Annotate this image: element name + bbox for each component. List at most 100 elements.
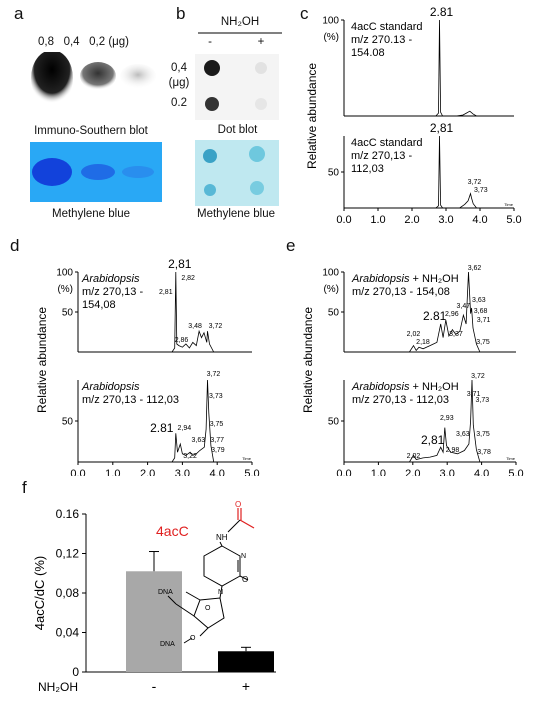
peak-label: 2,02 [407,453,421,460]
annotation-line: Arabidopsis [81,273,140,285]
annotation-line: Arabidopsis [81,381,140,393]
immuno-southern-caption: Immuno-Southern blot [34,125,148,137]
y-tick-label: 100 [322,268,339,279]
ring-n3: N [241,553,246,560]
ring-o2: O [242,575,248,584]
peak-label: 3,63 [456,431,470,438]
peak-label: 3,22 [183,453,197,460]
acetyl-oxygen: O [235,500,241,509]
y-axis-label: Relative abundance [301,307,315,413]
y-tick-label: 0,04 [56,626,80,640]
time-label: Time [242,456,252,461]
y-tick-label: 0 [72,665,79,679]
x-tick-label: 5.0 [244,468,259,476]
dot-blot-caption: Dot blot [217,124,258,136]
chromatogram-trace [344,271,516,353]
immuno-southern-blot-image [30,52,162,118]
x-tick-label: 4,0 [474,468,489,476]
gel-amounts-label: 0,8 0,4 0,2 (μg) [38,36,130,48]
peak-label: 3,47 [457,303,471,310]
panel-letter-c: c [300,4,309,23]
annotation-line: m/z 270,13 - [82,286,143,298]
chromatogram-trace [344,379,516,463]
x-tick-label: 0.0 [336,214,351,226]
bar [218,651,274,672]
x-tick-label: 4.0 [210,468,225,476]
peak-label: 3,75 [210,421,224,428]
panel-letter-b: b [176,4,186,23]
x-tick-label: 4.0 [472,214,487,226]
x-tick-label: 3,0 [440,468,455,476]
peak-label: 2.81 [150,421,174,435]
peak-label: 3,72 [468,179,482,186]
peak-label: 3,75 [476,431,490,438]
chromatogram-trace [344,135,514,209]
subplot-e-bottom: 50 0,0 1,0 2,0 3,0 4,0 5,0 Time Arabidopsis + NH… [328,373,524,476]
annotation-line: 4acC standard [351,21,423,33]
4acc-label: 4acC [156,523,189,539]
peak-label: 3,48 [188,323,202,330]
panel-letter-d: d [10,236,20,255]
x-tick-label: 2,0 [405,468,420,476]
methylene-blue-caption-a: Methylene blue [52,208,130,220]
peak-label: 3,63 [472,297,486,304]
peak-label: 2,02 [407,331,421,338]
y-unit-label: (%) [323,32,339,43]
peak-label: 2.81 [423,309,447,323]
category-label: - [152,678,157,694]
peak-label: 2,98 [446,447,460,454]
peak-label: 2,94 [177,425,191,432]
peak-label: 3,73 [475,397,489,404]
y-tick-label: 50 [62,308,74,319]
x-tick-label: 0.0 [70,468,85,476]
methylene-blue-caption-b: Methylene blue [197,208,275,220]
x-tick-label: 3.0 [438,214,453,226]
panel-letter-f: f [22,478,27,497]
peak-label: 2,82 [181,275,195,282]
x-tick-label: 5.0 [506,214,521,226]
y-tick-label: 100 [56,268,73,279]
bar-chart-f: 0 0,04 0,08 0,12 0.16 - + NH₂OH 4acC/dC (%) [32,507,276,694]
peak-label: 3,72 [471,373,485,380]
peak-label: 3,73 [209,393,223,400]
peak-label: 2.81 [430,5,454,19]
peak-label: 3,63 [192,437,206,444]
chromatogram-trace [344,19,514,117]
x-tick-label: 2.0 [404,214,419,226]
chromatogram-trace [78,379,252,463]
x-tick-label: 2.0 [140,468,155,476]
time-label: Time [504,202,514,207]
peak-label: 2,93 [440,415,454,422]
peak-label: 3,71 [467,391,481,398]
annotation-line: Arabidopsis + NH₂OH [351,381,459,393]
peak-label: 3,75 [476,339,490,346]
sugar-oxygen: O [205,605,211,612]
annotation-line: m/z 270,13 - 112,03 [352,394,449,406]
y-axis-label: Relative abundance [305,63,319,169]
nh2oh-label-b: NH₂OH [220,16,260,28]
panel-letter-e: e [286,236,296,255]
annotation-line: Arabidopsis + NH₂OH [351,273,459,285]
annotation-line: m/z 270.13 - [351,34,412,46]
y-tick-label: 100 [322,16,339,27]
chromatogram-trace [78,271,252,353]
peak-label: 3,78 [477,449,491,456]
y-tick-label: 0,12 [56,547,80,561]
annotation-line: m/z 270,13 - 112,03 [82,394,179,406]
peak-label: 2,18 [416,339,430,346]
y-unit-label: (%) [323,284,339,295]
x-tick-label: 3.0 [175,468,190,476]
peak-label: 3,72 [207,371,221,378]
x-tick-label: 1.0 [105,468,120,476]
dna-label-2: DNA [160,641,175,648]
annotation-line: 4acC standard [351,137,423,149]
y-tick-label: 50 [328,168,340,179]
bar [126,571,182,672]
peak-label: 3,77 [210,437,224,444]
dna-label-1: DNA [158,589,173,596]
